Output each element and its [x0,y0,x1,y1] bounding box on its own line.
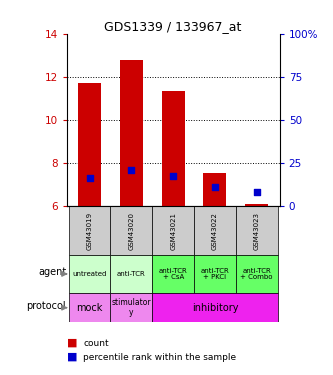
Point [212,184,217,190]
Text: anti-TCR
+ PKCi: anti-TCR + PKCi [200,268,229,280]
Text: ■: ■ [67,338,77,348]
Bar [236,207,278,255]
Text: inhibitory: inhibitory [192,303,238,313]
Bar [203,173,226,207]
Bar [69,255,111,293]
Text: mock: mock [76,303,103,313]
Bar [111,293,152,322]
Text: anti-TCR
+ Combo: anti-TCR + Combo [240,268,273,280]
Point [254,189,259,195]
Bar [120,60,143,207]
Text: stimulator
y: stimulator y [112,298,151,317]
Text: GSM43021: GSM43021 [170,212,176,250]
Bar [236,255,278,293]
Text: GSM43020: GSM43020 [129,212,135,250]
Text: GSM43023: GSM43023 [254,212,260,250]
Text: protocol: protocol [27,301,66,311]
Bar [111,207,152,255]
Bar [152,207,194,255]
Bar [78,83,101,207]
Bar [194,255,236,293]
Text: anti-TCR: anti-TCR [117,271,146,277]
Text: anti-TCR
+ CsA: anti-TCR + CsA [159,268,187,280]
Text: GSM43019: GSM43019 [87,211,93,250]
Bar [152,255,194,293]
Text: GSM43022: GSM43022 [212,212,218,250]
Bar [111,255,152,293]
Point [170,173,176,179]
Bar [69,207,111,255]
Text: untreated: untreated [72,271,107,277]
Bar [152,293,278,322]
Text: percentile rank within the sample: percentile rank within the sample [83,352,236,362]
Bar [69,293,111,322]
Text: agent: agent [38,267,66,277]
Text: count: count [83,339,109,348]
Bar [162,91,185,207]
Bar [245,204,268,207]
Point [87,176,92,181]
Title: GDS1339 / 133967_at: GDS1339 / 133967_at [105,20,242,33]
Text: ■: ■ [67,352,77,362]
Bar [194,207,236,255]
Point [129,167,134,173]
